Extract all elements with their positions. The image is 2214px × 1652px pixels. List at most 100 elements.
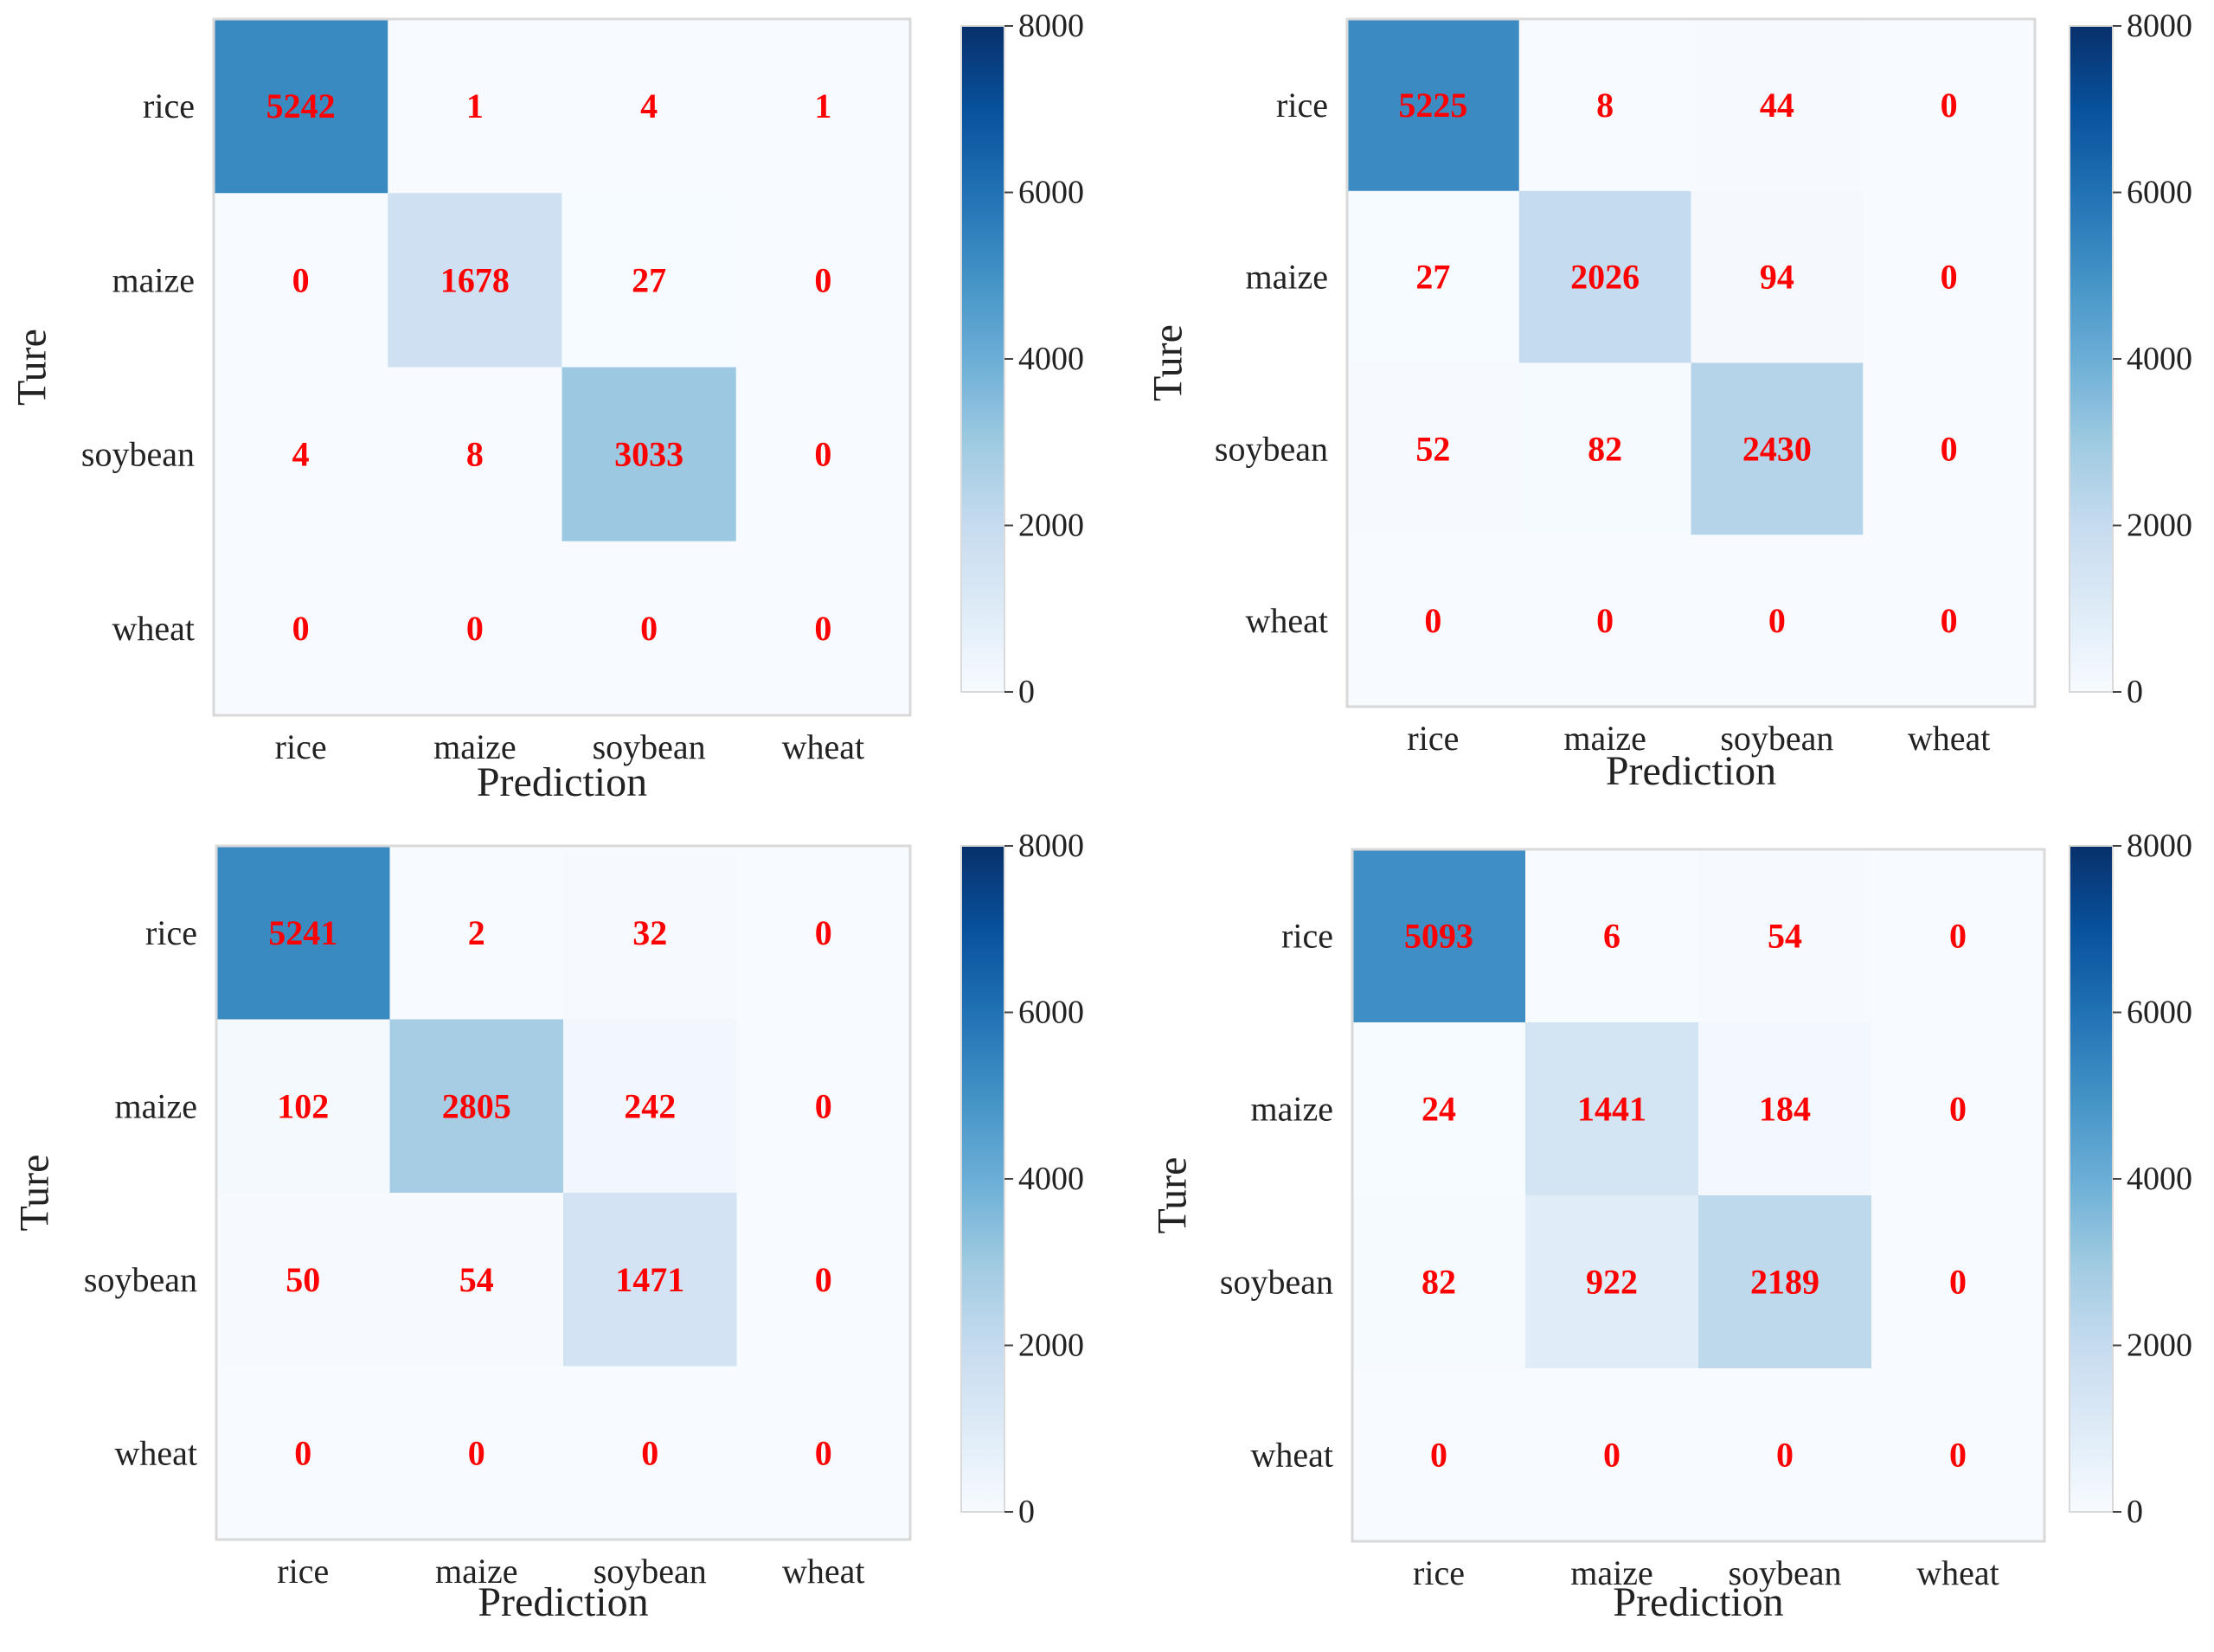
y-axis-title: Ture — [12, 1155, 58, 1232]
heatmap-cell — [1347, 362, 1520, 535]
confusion-matrix-top-right: 5225 8 44 0 27 2026 94 0 52 82 2430 0 0 0 0 0 rice maize s… — [1146, 8, 2193, 794]
cell-value-label: 0 — [815, 913, 832, 952]
heatmap-cell — [1691, 535, 1864, 708]
y-axis-title: Ture — [1146, 324, 1191, 401]
colorbar-tick-label: 4000 — [2127, 341, 2192, 377]
cell-value-label: 2 — [468, 913, 485, 952]
heatmap-cell — [1518, 535, 1691, 708]
cell-value-label: 54 — [1768, 917, 1802, 956]
heatmap-cell — [214, 541, 388, 716]
cell-value-label: 0 — [1949, 1263, 1967, 1302]
x-tick-label: soybean — [594, 1552, 707, 1591]
colorbar — [2069, 25, 2114, 693]
cell-value-label: 52 — [1415, 429, 1450, 468]
y-tick-label: wheat — [114, 1433, 197, 1472]
heatmap-cell — [1863, 362, 2036, 535]
heatmap-cell — [1352, 1368, 1526, 1542]
heatmap-cell — [562, 367, 737, 542]
cell-value-label: 242 — [624, 1086, 676, 1125]
y-tick-label: maize — [1246, 258, 1329, 297]
x-tick-label: wheat — [782, 1552, 865, 1591]
y-tick-label: wheat — [112, 609, 195, 648]
heatmap-cell — [735, 193, 911, 368]
cell-value-label: 1 — [814, 86, 831, 125]
cell-value-label: 2189 — [1750, 1263, 1819, 1302]
cell-value-label: 0 — [814, 609, 831, 648]
colorbar-tick-label: 0 — [1018, 1494, 1035, 1530]
y-tick-label: maize — [115, 1086, 198, 1125]
x-tick-label: rice — [1407, 719, 1459, 758]
x-tick-label: wheat — [782, 727, 865, 766]
cell-value-label: 0 — [815, 1260, 832, 1299]
x-tick-label: soybean — [1720, 719, 1833, 758]
colorbar-tick-label: 0 — [2127, 1494, 2143, 1530]
cell-value-label: 0 — [1941, 86, 1958, 125]
heatmap-cell — [216, 1366, 390, 1540]
heatmap-cell — [1347, 19, 1520, 192]
colorbar-tick-label: 6000 — [1018, 175, 1084, 211]
cell-value-label: 0 — [292, 609, 310, 648]
cell-value-label: 0 — [1941, 258, 1958, 297]
cell-value-label: 5242 — [266, 86, 336, 125]
cell-value-label: 8 — [1596, 86, 1614, 125]
plot-frame — [212, 17, 912, 717]
x-tick-label: soybean — [1728, 1553, 1841, 1592]
y-tick-label: soybean — [1220, 1263, 1333, 1302]
colorbar-tick-label: 2000 — [1018, 508, 1084, 544]
cell-value-label: 0 — [292, 260, 310, 299]
cell-value-label: 2026 — [1570, 258, 1640, 297]
x-tick-label: maize — [435, 1552, 518, 1591]
cell-value-label: 0 — [815, 1086, 832, 1125]
heatmap-cell — [1871, 1022, 2045, 1196]
cell-value-label: 0 — [1776, 1436, 1794, 1475]
colorbar-tick-label: 4000 — [1018, 1161, 1084, 1197]
cell-value-label: 50 — [286, 1260, 320, 1299]
heatmap-cell — [735, 19, 911, 194]
cell-value-label: 2805 — [442, 1086, 511, 1125]
colorbar-tick-label: 6000 — [2127, 995, 2192, 1031]
y-axis-title: Ture — [10, 329, 55, 406]
heatmap-cell — [1352, 1195, 1526, 1369]
cell-value-label: 0 — [466, 609, 484, 648]
colorbar-tick-label: 6000 — [2127, 175, 2192, 211]
heatmap-cell — [1518, 19, 1691, 192]
cell-value-label: 27 — [1415, 258, 1450, 297]
cell-value-label: 0 — [1768, 601, 1786, 640]
plot-frame — [1345, 17, 2037, 708]
colorbar-tick-label: 4000 — [2127, 1161, 2192, 1197]
heatmap-cell — [563, 1019, 737, 1194]
heatmap-cell — [388, 193, 562, 368]
colorbar-tick-label: 8000 — [2127, 828, 2192, 864]
heatmap-cell — [736, 846, 911, 1020]
heatmap-cell — [1518, 190, 1691, 363]
x-axis-title: Prediction — [478, 1579, 648, 1625]
heatmap-cell — [1863, 19, 2036, 192]
cell-value-label: 0 — [1949, 917, 1967, 956]
y-tick-label: soybean — [1215, 429, 1328, 468]
cell-value-label: 922 — [1586, 1263, 1638, 1302]
heatmap-cell — [562, 193, 737, 368]
cell-value-label: 0 — [814, 435, 831, 474]
x-tick-label: maize — [433, 727, 517, 766]
cell-value-label: 32 — [632, 913, 667, 952]
y-tick-label: wheat — [1250, 1436, 1333, 1475]
heatmap-cell — [1871, 1368, 2045, 1542]
colorbar-tick-label: 6000 — [1018, 995, 1084, 1031]
cell-value-label: 1471 — [615, 1260, 684, 1299]
heatmap-cell — [1871, 849, 2045, 1023]
plot-frame — [215, 844, 912, 1541]
cell-value-label: 3033 — [614, 435, 683, 474]
cell-value-label: 27 — [632, 260, 666, 299]
x-axis-title: Prediction — [1606, 748, 1776, 794]
y-tick-label: rice — [1276, 86, 1328, 125]
heatmap-cell — [1525, 1195, 1699, 1369]
heatmap-cell — [1863, 535, 2036, 708]
colorbar-tick-label: 8000 — [2127, 8, 2192, 44]
heatmap-cell — [563, 846, 737, 1020]
x-tick-label: maize — [1563, 719, 1646, 758]
heatmap-cell — [388, 367, 562, 542]
cell-value-label: 5093 — [1404, 917, 1473, 956]
heatmap-cell — [1691, 362, 1864, 535]
x-tick-label: rice — [277, 1552, 329, 1591]
